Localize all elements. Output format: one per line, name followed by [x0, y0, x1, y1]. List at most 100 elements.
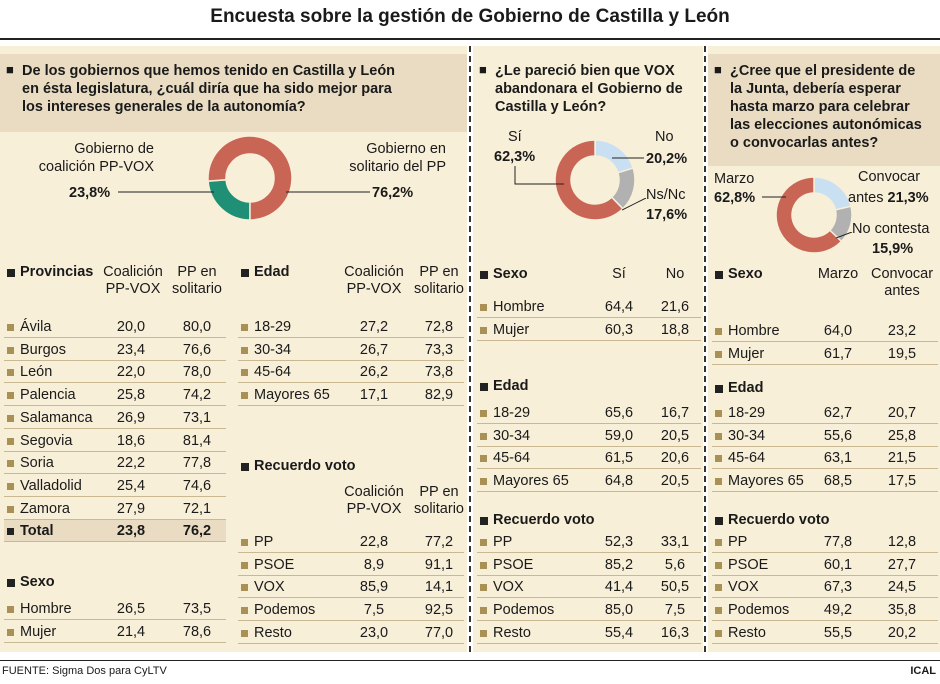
- row-value: 65,6: [604, 405, 634, 421]
- row-value: 21,6: [660, 299, 690, 315]
- table-row: Segovia 18,6 81,4: [4, 430, 226, 452]
- q1-voto-header: Recuerdo voto: [238, 458, 464, 478]
- row-value: 26,5: [116, 601, 146, 617]
- page-title: Encuesta sobre la gestión de Gobierno de…: [210, 6, 730, 27]
- row-label: 45-64: [477, 447, 530, 469]
- table-row: Podemos 7,5 92,5: [238, 599, 464, 622]
- q3-voto-header: Recuerdo voto: [712, 512, 938, 532]
- row-value: 60,1: [823, 556, 853, 573]
- table-row: Hombre 64,4 21,6: [477, 296, 701, 318]
- table-row: Mayores 65 68,5 17,5: [712, 470, 938, 493]
- donut-slice: [207, 135, 293, 221]
- row-value: 77,2: [424, 534, 454, 550]
- row-value: 64,4: [604, 299, 634, 315]
- source-note: FUENTE: Sigma Dos para CyLTV: [2, 665, 167, 677]
- row-label: Mayores 65: [477, 470, 569, 492]
- row-value: 20,5: [660, 473, 690, 490]
- row-label: Hombre: [477, 296, 545, 318]
- row-value: 72,8: [424, 319, 454, 335]
- q3-marzo-label: Marzo: [714, 171, 755, 187]
- row-label: PSOE: [477, 554, 533, 576]
- row-label: Palencia: [4, 384, 76, 406]
- row-value: 22,2: [116, 455, 146, 472]
- row-label: Hombre: [712, 320, 780, 342]
- row-value: 25,8: [116, 387, 146, 404]
- row-value: 61,7: [823, 345, 853, 362]
- q2-sexo-header: Sexo Sí No: [477, 266, 701, 286]
- table-row: Zamora 27,9 72,1: [4, 498, 226, 520]
- row-value: 52,3: [604, 534, 634, 550]
- row-value: 22,0: [116, 364, 146, 381]
- row-value: 78,6: [182, 623, 212, 640]
- row-label: PP: [238, 531, 273, 553]
- row-value: 64,8: [604, 473, 634, 490]
- q1-question: De los gobiernos que hemos tenido en Cas…: [0, 54, 467, 132]
- row-label: Salamanca: [4, 407, 93, 429]
- table-row: 45-64 61,5 20,6: [477, 447, 701, 470]
- row-value: 76,2: [182, 523, 212, 540]
- row-label: Zamora: [4, 498, 70, 520]
- row-label: 30-34: [712, 425, 765, 447]
- q2-si-label: Sí: [508, 129, 522, 145]
- row-value: 18,6: [116, 432, 146, 449]
- table-row: Resto 55,4 16,3: [477, 622, 701, 644]
- row-label: 18-29: [712, 402, 765, 424]
- q3-nc-leader: [836, 232, 853, 239]
- row-value: 21,4: [116, 623, 146, 640]
- table-row: 30-34 26,7 73,3: [238, 339, 464, 361]
- row-label: Mayores 65: [238, 384, 330, 406]
- row-value: 67,3: [823, 579, 853, 596]
- row-value: 27,9: [116, 500, 146, 517]
- row-value: 50,5: [660, 579, 690, 596]
- row-value: 68,5: [823, 473, 853, 490]
- row-label: 45-64: [238, 361, 291, 383]
- bottom-rule: [0, 660, 940, 661]
- row-label: Burgos: [4, 339, 66, 361]
- row-value: 78,0: [182, 364, 212, 381]
- row-value: 23,2: [887, 323, 917, 339]
- table-row: Hombre 26,5 73,5: [4, 598, 226, 620]
- row-value: 20,2: [887, 624, 917, 641]
- table-row: PP 77,8 12,8: [712, 531, 938, 553]
- row-value: 64,0: [823, 323, 853, 339]
- table-row: Total 23,8 76,2: [4, 520, 226, 543]
- row-value: 72,1: [182, 500, 212, 517]
- row-label: 45-64: [712, 447, 765, 469]
- row-value: 85,9: [359, 579, 389, 596]
- row-value: 7,5: [664, 602, 686, 619]
- table-row: Resto 23,0 77,0: [238, 622, 464, 644]
- row-value: 77,8: [182, 455, 212, 472]
- q1-solo-label: Gobierno en solitario del PP: [349, 141, 446, 175]
- table-row: León 22,0 78,0: [4, 361, 226, 384]
- row-value: 73,3: [424, 341, 454, 358]
- row-value: 77,8: [823, 534, 853, 550]
- row-value: 77,0: [424, 624, 454, 641]
- table-row: Mujer 61,7 19,5: [712, 343, 938, 365]
- table-row: Salamanca 26,9 73,1: [4, 407, 226, 429]
- q3-marzo-leader: [762, 196, 786, 198]
- row-value: 63,1: [823, 450, 853, 467]
- row-value: 20,7: [887, 405, 917, 421]
- table-row: Mayores 65 64,8 20,5: [477, 470, 701, 493]
- table-row: 18-29 27,2 72,8: [238, 316, 464, 338]
- row-label: León: [4, 361, 52, 383]
- row-label: Podemos: [477, 599, 554, 621]
- row-value: 23,0: [359, 624, 389, 641]
- q1-solo-value: 76,2%: [372, 185, 414, 201]
- row-value: 22,8: [359, 534, 389, 550]
- row-value: 74,6: [182, 477, 212, 494]
- table-row: PSOE 8,9 91,1: [238, 554, 464, 576]
- table-row: PP 22,8 77,2: [238, 531, 464, 553]
- q1-edad-header: Edad Coalición PP-VOX PP en solitario: [238, 264, 464, 304]
- row-value: 20,6: [660, 450, 690, 467]
- row-value: 8,9: [363, 556, 385, 573]
- q1-solo-leader: [286, 191, 370, 193]
- table-row: 18-29 62,7 20,7: [712, 402, 938, 424]
- table-row: 30-34 55,6 25,8: [712, 425, 938, 447]
- table-row: Mujer 60,3 18,8: [477, 319, 701, 341]
- row-value: 59,0: [604, 427, 634, 444]
- row-value: 41,4: [604, 579, 634, 596]
- q1-donut-chart: [207, 135, 293, 221]
- row-value: 18,8: [660, 321, 690, 338]
- row-value: 91,1: [424, 556, 454, 573]
